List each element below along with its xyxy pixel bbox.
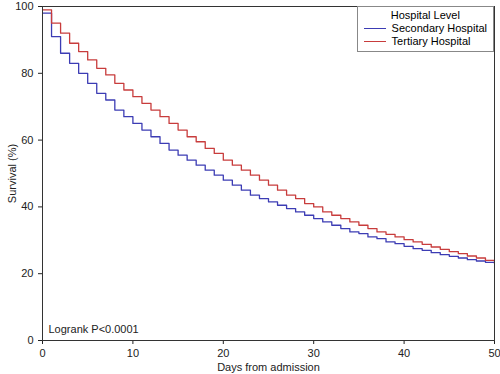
svg-text:Logrank P<0.0001: Logrank P<0.0001	[49, 323, 139, 335]
svg-text:0: 0	[39, 347, 45, 359]
svg-text:100: 100	[15, 0, 33, 12]
svg-text:60: 60	[21, 134, 33, 146]
svg-text:20: 20	[21, 267, 33, 279]
svg-text:50: 50	[488, 347, 500, 359]
svg-text:0: 0	[27, 334, 33, 346]
svg-text:30: 30	[308, 347, 320, 359]
html-text:Tertiary Hospital: Tertiary Hospital	[391, 35, 471, 47]
svg-text:80: 80	[21, 67, 33, 79]
svg-text:40: 40	[21, 200, 33, 212]
html-text:Secondary Hospital: Secondary Hospital	[391, 22, 487, 34]
svg-text:Survival (%): Survival (%)	[6, 144, 18, 203]
svg-text:20: 20	[217, 347, 229, 359]
html-text:Hospital Level: Hospital Level	[390, 9, 460, 21]
svg-text:Days from admission: Days from admission	[217, 361, 320, 373]
svg-text:40: 40	[398, 347, 410, 359]
svg-text:10: 10	[127, 347, 139, 359]
